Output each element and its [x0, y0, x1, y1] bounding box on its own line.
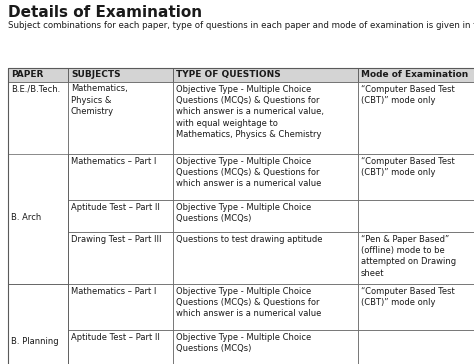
- Text: B. Arch: B. Arch: [11, 157, 41, 166]
- Bar: [358, 284, 474, 330]
- Bar: [173, 330, 358, 364]
- Text: Objective Type - Multiple Choice
Questions (MCQs): Objective Type - Multiple Choice Questio…: [176, 332, 311, 353]
- Bar: [68, 200, 173, 232]
- Text: Drawing Test – Part III: Drawing Test – Part III: [71, 234, 162, 244]
- Text: Objective Type - Multiple Choice
Questions (MCQs) & Questions for
which answer i: Objective Type - Multiple Choice Questio…: [176, 157, 321, 189]
- Bar: [8, 154, 68, 284]
- Text: TYPE OF QUESTIONS: TYPE OF QUESTIONS: [176, 70, 281, 79]
- Text: B.E./B.Tech.: B.E./B.Tech.: [11, 84, 60, 94]
- Bar: [173, 284, 358, 330]
- Bar: [173, 232, 358, 284]
- Text: SUBJECTS: SUBJECTS: [71, 70, 120, 79]
- Text: “Computer Based Test
(CBT)” mode only: “Computer Based Test (CBT)” mode only: [361, 157, 455, 177]
- Text: Questions to test drawing aptitude: Questions to test drawing aptitude: [176, 234, 322, 244]
- Bar: [8, 284, 68, 330]
- Bar: [68, 330, 173, 364]
- Bar: [68, 82, 173, 154]
- Bar: [8, 284, 68, 364]
- Text: Mathematics – Part I: Mathematics – Part I: [71, 157, 156, 166]
- Text: Aptitude Test – Part II: Aptitude Test – Part II: [71, 332, 160, 341]
- Bar: [358, 200, 474, 232]
- Bar: [8, 154, 68, 284]
- Bar: [173, 82, 358, 154]
- Bar: [8, 200, 68, 232]
- Text: Mathematics – Part I: Mathematics – Part I: [71, 286, 156, 296]
- Bar: [8, 330, 68, 364]
- Bar: [68, 154, 173, 200]
- Text: Details of Examination: Details of Examination: [8, 5, 202, 20]
- Text: Objective Type - Multiple Choice
Questions (MCQs): Objective Type - Multiple Choice Questio…: [176, 202, 311, 223]
- Text: Aptitude Test – Part II: Aptitude Test – Part II: [71, 202, 160, 211]
- Bar: [358, 68, 474, 82]
- Bar: [358, 330, 474, 364]
- Bar: [8, 154, 68, 200]
- Text: B. Planning: B. Planning: [11, 286, 59, 296]
- Text: PAPER: PAPER: [11, 70, 44, 79]
- Bar: [8, 284, 68, 364]
- Text: Mode of Examination: Mode of Examination: [361, 70, 468, 79]
- Bar: [8, 232, 68, 284]
- Bar: [68, 284, 173, 330]
- Text: “Computer Based Test
(CBT)” mode only: “Computer Based Test (CBT)” mode only: [361, 286, 455, 307]
- Text: “Computer Based Test
(CBT)” mode only: “Computer Based Test (CBT)” mode only: [361, 84, 455, 105]
- Bar: [68, 232, 173, 284]
- Bar: [173, 68, 358, 82]
- Bar: [358, 82, 474, 154]
- Text: “Pen & Paper Based”
(offline) mode to be
attempted on Drawing
sheet: “Pen & Paper Based” (offline) mode to be…: [361, 234, 456, 278]
- Text: B. Arch: B. Arch: [11, 213, 41, 222]
- Text: Subject combinations for each paper, type of questions in each paper and mode of: Subject combinations for each paper, typ…: [8, 21, 474, 30]
- Bar: [358, 232, 474, 284]
- Bar: [173, 154, 358, 200]
- Bar: [8, 82, 68, 154]
- Bar: [173, 200, 358, 232]
- Text: Objective Type - Multiple Choice
Questions (MCQs) & Questions for
which answer i: Objective Type - Multiple Choice Questio…: [176, 286, 321, 318]
- Bar: [68, 68, 173, 82]
- Bar: [358, 154, 474, 200]
- Text: B. Planning: B. Planning: [11, 337, 59, 347]
- Text: Objective Type - Multiple Choice
Questions (MCQs) & Questions for
which answer i: Objective Type - Multiple Choice Questio…: [176, 84, 324, 139]
- Bar: [8, 68, 68, 82]
- Text: Mathematics,
Physics &
Chemistry: Mathematics, Physics & Chemistry: [71, 84, 128, 116]
